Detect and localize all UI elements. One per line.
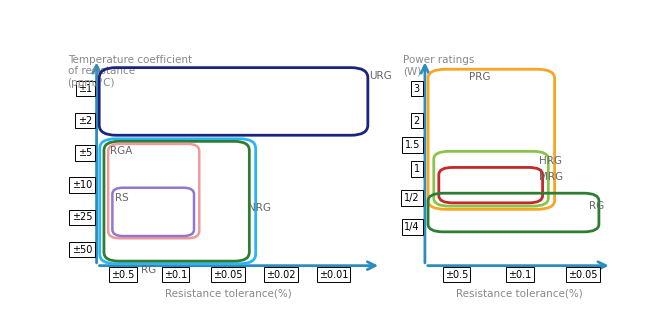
Text: ±50: ±50 [72,244,93,255]
Text: ±25: ±25 [72,212,93,223]
Text: ±5: ±5 [78,148,93,158]
Text: Resistance tolerance(%): Resistance tolerance(%) [165,289,292,299]
Text: RG: RG [141,265,157,275]
Text: RS: RS [115,193,129,203]
Text: Power ratings
(W): Power ratings (W) [403,55,474,76]
Text: MRG: MRG [539,172,563,182]
Text: 1: 1 [414,164,420,174]
Text: 1/4: 1/4 [404,222,420,232]
Text: ±0.5: ±0.5 [111,270,135,279]
Text: NRG: NRG [248,203,271,213]
Text: ±0.01: ±0.01 [319,270,348,279]
Text: 3: 3 [414,83,420,94]
Text: Temperature coefficient
of resistance
(ppm/°C): Temperature coefficient of resistance (p… [67,55,192,88]
Text: RGA: RGA [111,146,133,156]
Text: Resistance tolerance(%): Resistance tolerance(%) [456,289,583,299]
Text: ±1: ±1 [78,83,93,94]
Text: ±0.02: ±0.02 [266,270,296,279]
Text: 1/2: 1/2 [404,193,420,203]
Text: ±10: ±10 [72,180,93,190]
Text: ±0.5: ±0.5 [445,270,468,279]
Text: HRG: HRG [539,156,562,166]
Text: 1.5: 1.5 [404,140,420,150]
Text: PRG: PRG [469,72,491,82]
Text: ±0.05: ±0.05 [214,270,243,279]
Text: RG: RG [589,201,605,211]
Text: ±0.1: ±0.1 [508,270,531,279]
Text: ±2: ±2 [78,116,93,126]
Text: ±0.05: ±0.05 [568,270,598,279]
Text: 2: 2 [414,116,420,126]
Text: ±0.1: ±0.1 [164,270,187,279]
Text: URG: URG [370,71,392,81]
